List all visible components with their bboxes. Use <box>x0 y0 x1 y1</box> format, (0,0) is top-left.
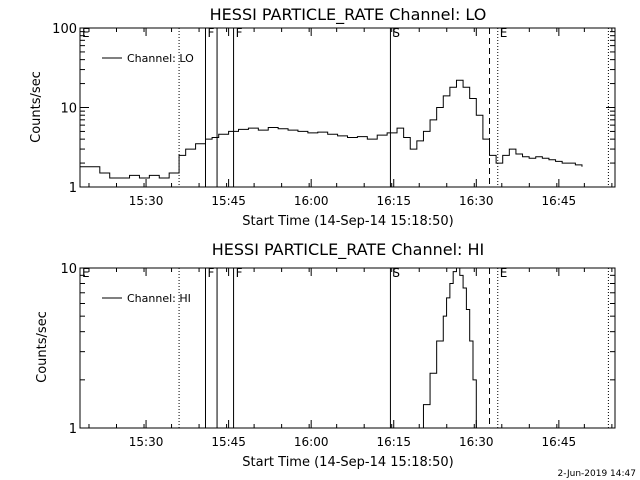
x-axis-label: Start Time (14-Sep-14 15:18:50) <box>242 214 453 229</box>
x-tick-label: 16:00 <box>294 435 329 449</box>
legend-label: Channel: HI <box>127 292 191 305</box>
event-marker-label: F <box>207 266 214 280</box>
hi-channel-panel: HESSI PARTICLE_RATE Channel: HI Counts/s… <box>35 240 616 470</box>
y-axis-label: Counts/sec <box>35 311 50 383</box>
x-tick-label: 15:45 <box>211 435 246 449</box>
lo-channel-panel: HESSI PARTICLE_RATE Channel: LO Counts/s… <box>29 5 616 229</box>
y-tick-label: 100 <box>52 22 77 37</box>
chart-title: HESSI PARTICLE_RATE Channel: LO <box>210 5 487 25</box>
x-axis-label: Start Time (14-Sep-14 15:18:50) <box>242 455 453 470</box>
event-marker-label: F <box>207 26 214 40</box>
plot-frame <box>79 267 616 429</box>
x-tick-label: 16:00 <box>294 194 329 208</box>
x-tick-label: 16:15 <box>376 435 411 449</box>
x-tick-label: 16:15 <box>376 194 411 208</box>
event-marker-label: E <box>500 266 508 280</box>
x-tick-label: 15:45 <box>211 194 246 208</box>
x-tick-label: 16:45 <box>542 435 577 449</box>
legend-label: Channel: LO <box>127 52 194 65</box>
event-marker-label: E <box>500 26 508 40</box>
date-stamp: 2-Jun-2019 14:47 <box>558 469 637 479</box>
x-tick-label: 16:30 <box>459 194 494 208</box>
event-marker-label: S <box>392 26 400 40</box>
event-marker-label: F <box>236 266 243 280</box>
x-tick-label: 16:45 <box>542 194 577 208</box>
series-line <box>80 79 583 179</box>
chart-title: HESSI PARTICLE_RATE Channel: HI <box>212 240 485 260</box>
x-tick-label: 15:30 <box>129 435 164 449</box>
y-tick-label: 10 <box>60 262 77 277</box>
x-tick-label: 15:30 <box>129 194 164 208</box>
event-marker-label: E <box>82 26 90 40</box>
event-marker-label: S <box>392 266 400 280</box>
y-tick-label: 10 <box>60 102 77 117</box>
y-tick-label: 1 <box>69 181 77 196</box>
x-tick-label: 16:30 <box>459 435 494 449</box>
series-line <box>416 267 477 429</box>
y-tick-label: 1 <box>69 422 77 437</box>
event-marker-label: F <box>236 26 243 40</box>
y-axis-label: Counts/sec <box>29 71 44 143</box>
event-marker-label: E <box>82 266 90 280</box>
